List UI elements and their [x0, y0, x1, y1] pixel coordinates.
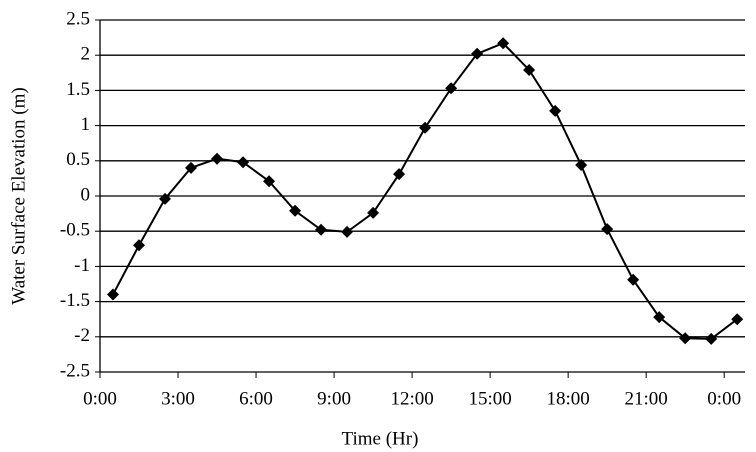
- marker: [627, 274, 639, 286]
- x-tick-label: 9:00: [317, 388, 351, 409]
- y-tick-label: -1: [74, 255, 90, 276]
- x-tick-label: 0:00: [83, 388, 117, 409]
- y-tick-label: -1.5: [60, 290, 90, 311]
- x-tick-label: 18:00: [547, 388, 590, 409]
- x-tick-label: 6:00: [239, 388, 273, 409]
- y-tick-label: -2.5: [60, 360, 90, 381]
- y-tick-label: 0: [81, 184, 91, 205]
- y-tick-label: -0.5: [60, 220, 90, 241]
- marker: [211, 153, 223, 165]
- y-tick-label: 1.5: [66, 79, 90, 100]
- x-tick-label: 12:00: [390, 388, 433, 409]
- x-tick-label: 15:00: [468, 388, 511, 409]
- y-tick-label: -2: [74, 325, 90, 346]
- y-tick-label: 2: [81, 44, 91, 65]
- marker: [107, 289, 119, 301]
- x-tick-label: 3:00: [161, 388, 195, 409]
- y-tick-label: 2.5: [66, 8, 90, 29]
- chart: Time (Hr) Water Surface Elevation (m) -2…: [0, 0, 756, 452]
- y-tick-label: 1: [81, 114, 91, 135]
- line: [113, 43, 737, 339]
- marker: [601, 223, 613, 235]
- y-tick-label: 0.5: [66, 149, 90, 170]
- x-tick-label: 21:00: [625, 388, 668, 409]
- y-axis-title: Water Surface Elevation (m): [8, 87, 29, 304]
- x-tick-label: 0:00: [707, 388, 741, 409]
- marker: [419, 122, 431, 134]
- x-axis-title: Time (Hr): [342, 428, 419, 449]
- marker: [549, 105, 561, 117]
- marker: [393, 168, 405, 180]
- marker: [133, 239, 145, 251]
